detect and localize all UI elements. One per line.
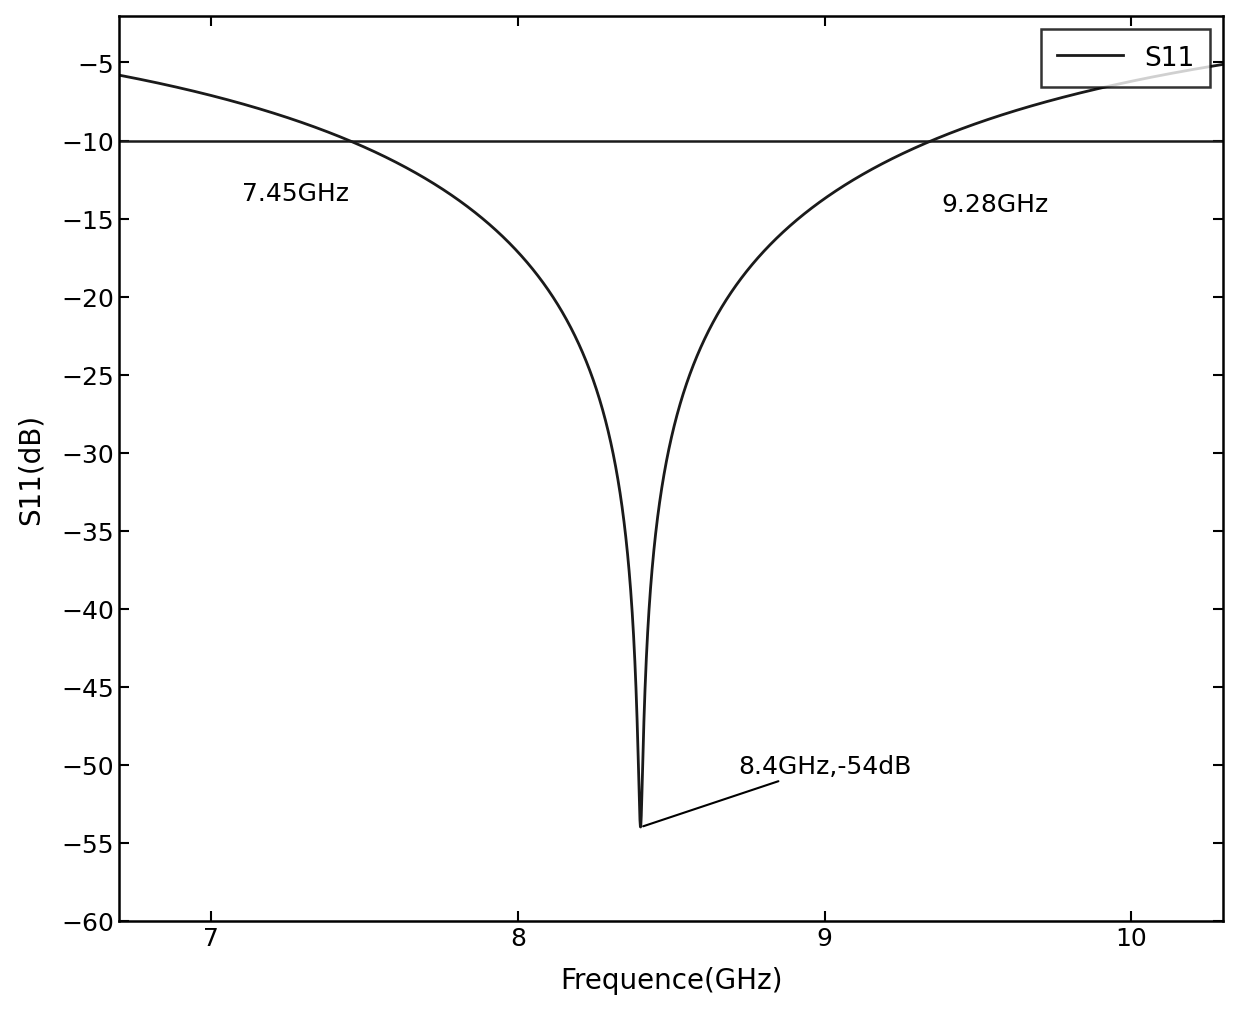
S11	[830, 185, 844, 197]
X-axis label: Frequence(GHz): Frequence(GHz)	[560, 967, 782, 995]
Text: 9.28GHz: 9.28GHz	[941, 192, 1048, 216]
S11	[112, 70, 126, 82]
S11	[533, 275, 548, 287]
S11	[774, 228, 789, 241]
S11	[634, 821, 649, 833]
Text: 8.4GHz,-54dB: 8.4GHz,-54dB	[644, 754, 913, 826]
S11	[936, 130, 951, 143]
Text: 7.45GHz: 7.45GHz	[242, 182, 348, 205]
Y-axis label: S11(dB): S11(dB)	[16, 413, 45, 525]
Legend: S11: S11	[1042, 30, 1210, 87]
S11	[1019, 102, 1034, 114]
S11	[312, 123, 327, 135]
Line: S11: S11	[119, 66, 1224, 827]
S11	[1216, 60, 1231, 72]
